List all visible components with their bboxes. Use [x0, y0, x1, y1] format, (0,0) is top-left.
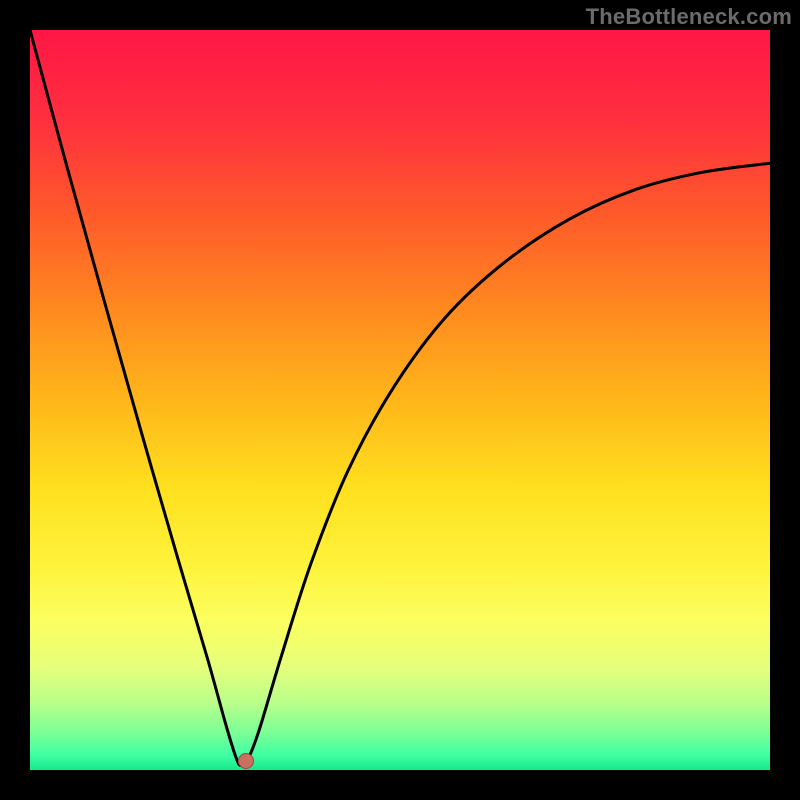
watermark-text: TheBottleneck.com	[586, 4, 792, 30]
gradient-background	[30, 30, 770, 770]
optimal-point-marker	[238, 753, 254, 769]
chart-outer-frame: TheBottleneck.com	[0, 0, 800, 800]
plot-area	[30, 30, 770, 770]
